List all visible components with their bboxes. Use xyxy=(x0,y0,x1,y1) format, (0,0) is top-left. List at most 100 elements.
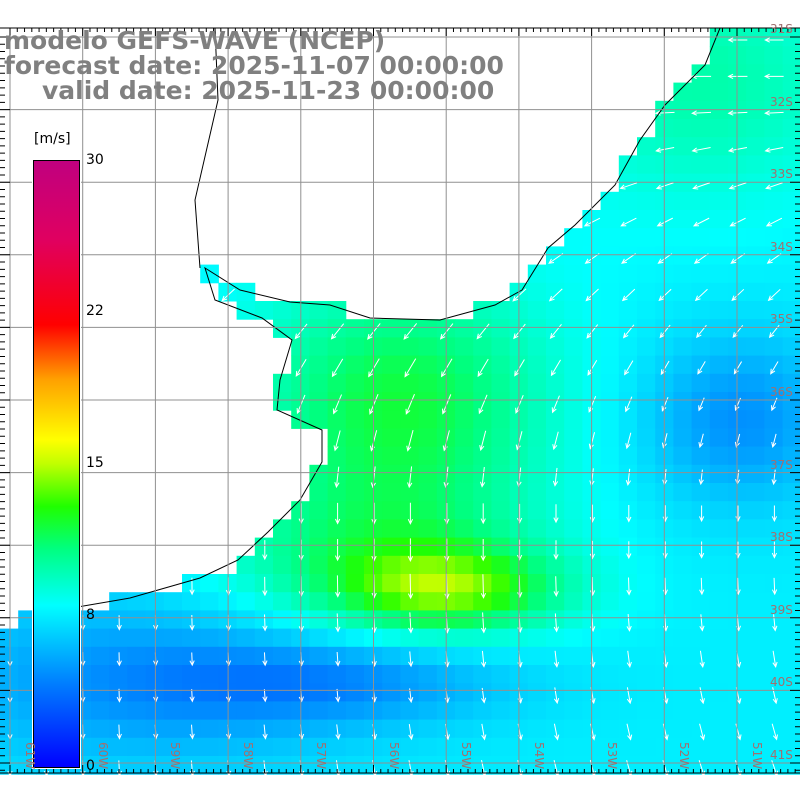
speed-cell xyxy=(91,646,110,666)
speed-cell xyxy=(382,537,401,557)
speed-cell xyxy=(273,610,292,630)
wind-arrow xyxy=(699,614,705,632)
speed-cell xyxy=(746,665,765,684)
speed-cell xyxy=(618,592,638,611)
speed-cell xyxy=(618,464,638,484)
speed-cell xyxy=(0,756,19,775)
speed-cell xyxy=(200,719,219,739)
speed-cell xyxy=(491,373,511,393)
speed-cell xyxy=(473,301,492,320)
speed-cell xyxy=(746,410,765,429)
speed-cell xyxy=(564,464,583,484)
wind-arrow xyxy=(550,359,561,377)
wind-arrow xyxy=(404,358,417,378)
speed-cell xyxy=(473,337,492,357)
wind-arrow xyxy=(727,110,748,116)
speed-cell xyxy=(327,701,347,721)
speed-cell xyxy=(600,355,620,375)
speed-cell xyxy=(491,410,511,429)
speed-cell xyxy=(109,628,128,648)
speed-cell xyxy=(345,555,365,575)
speed-cell xyxy=(673,610,693,630)
wind-arrow xyxy=(335,688,341,703)
speed-cell xyxy=(327,373,347,393)
speed-cell xyxy=(637,410,656,429)
speed-cell xyxy=(382,555,401,575)
speed-cell xyxy=(637,628,656,648)
speed-cell xyxy=(491,301,511,320)
speed-cell xyxy=(746,446,765,466)
speed-cell xyxy=(491,555,511,575)
speed-cell xyxy=(637,574,656,593)
speed-cell xyxy=(400,319,420,338)
wind-arrow xyxy=(728,182,747,190)
speed-cell xyxy=(564,392,583,411)
speed-cell xyxy=(163,737,183,757)
speed-cell xyxy=(273,665,292,684)
speed-cell xyxy=(327,628,347,648)
speed-cell xyxy=(600,246,620,266)
wind-arrow xyxy=(727,146,748,153)
speed-cell xyxy=(782,501,800,520)
speed-cell xyxy=(691,737,711,757)
speed-cell xyxy=(600,410,620,429)
speed-cell xyxy=(709,501,729,520)
speed-cell xyxy=(709,210,729,229)
speed-cell xyxy=(709,246,729,266)
speed-cell xyxy=(709,119,729,138)
speed-cell xyxy=(546,373,565,393)
speed-cell xyxy=(546,464,565,484)
speed-cell xyxy=(418,373,438,393)
colorbar-label: 22 xyxy=(86,303,104,319)
longitude-label: 55W xyxy=(459,742,474,770)
speed-cell xyxy=(309,610,329,630)
speed-cell xyxy=(764,392,784,411)
wind-arrow xyxy=(588,432,596,450)
speed-cell xyxy=(782,646,800,666)
speed-cell xyxy=(764,82,784,102)
wind-arrow xyxy=(626,614,632,632)
speed-cell xyxy=(637,191,656,211)
speed-cell xyxy=(673,646,693,666)
speed-cell xyxy=(546,537,565,557)
coastline xyxy=(59,27,800,611)
speed-cell xyxy=(345,464,365,484)
speed-cell xyxy=(273,646,292,666)
speed-cell xyxy=(764,228,784,247)
speed-cell xyxy=(673,464,693,484)
speed-cell xyxy=(709,337,729,357)
speed-cell xyxy=(236,701,256,721)
speed-cell xyxy=(382,483,401,502)
speed-cell xyxy=(691,574,711,593)
wind-arrow xyxy=(621,288,636,302)
speed-cell xyxy=(709,155,729,175)
wind-arrow xyxy=(512,288,527,302)
speed-cell xyxy=(455,665,474,684)
speed-cell xyxy=(182,683,201,702)
wind-arrow xyxy=(698,541,705,559)
speed-cell xyxy=(746,555,765,575)
speed-cell xyxy=(746,246,765,266)
speed-cell xyxy=(637,264,656,284)
speed-cell xyxy=(200,665,219,684)
wind-arrow xyxy=(262,689,268,703)
speed-cell xyxy=(709,665,729,684)
valid-date: valid date: 2025-11-23 00:00:00 xyxy=(42,76,495,105)
speed-cell xyxy=(673,737,693,757)
speed-cell xyxy=(746,428,765,448)
wind-arrow xyxy=(331,358,344,378)
speed-cell xyxy=(564,610,583,630)
wind-arrow xyxy=(335,613,341,633)
speed-cell xyxy=(418,719,438,739)
speed-cell xyxy=(527,464,547,484)
speed-cell xyxy=(127,592,147,611)
speed-cell xyxy=(491,501,511,520)
speed-cell xyxy=(709,683,729,702)
speed-cell xyxy=(91,610,110,630)
speed-cell xyxy=(18,665,37,684)
speed-cell xyxy=(254,555,274,575)
speed-cell xyxy=(691,483,711,502)
speed-cell xyxy=(782,464,800,484)
speed-cell xyxy=(309,628,329,648)
wind-arrow xyxy=(662,505,668,523)
